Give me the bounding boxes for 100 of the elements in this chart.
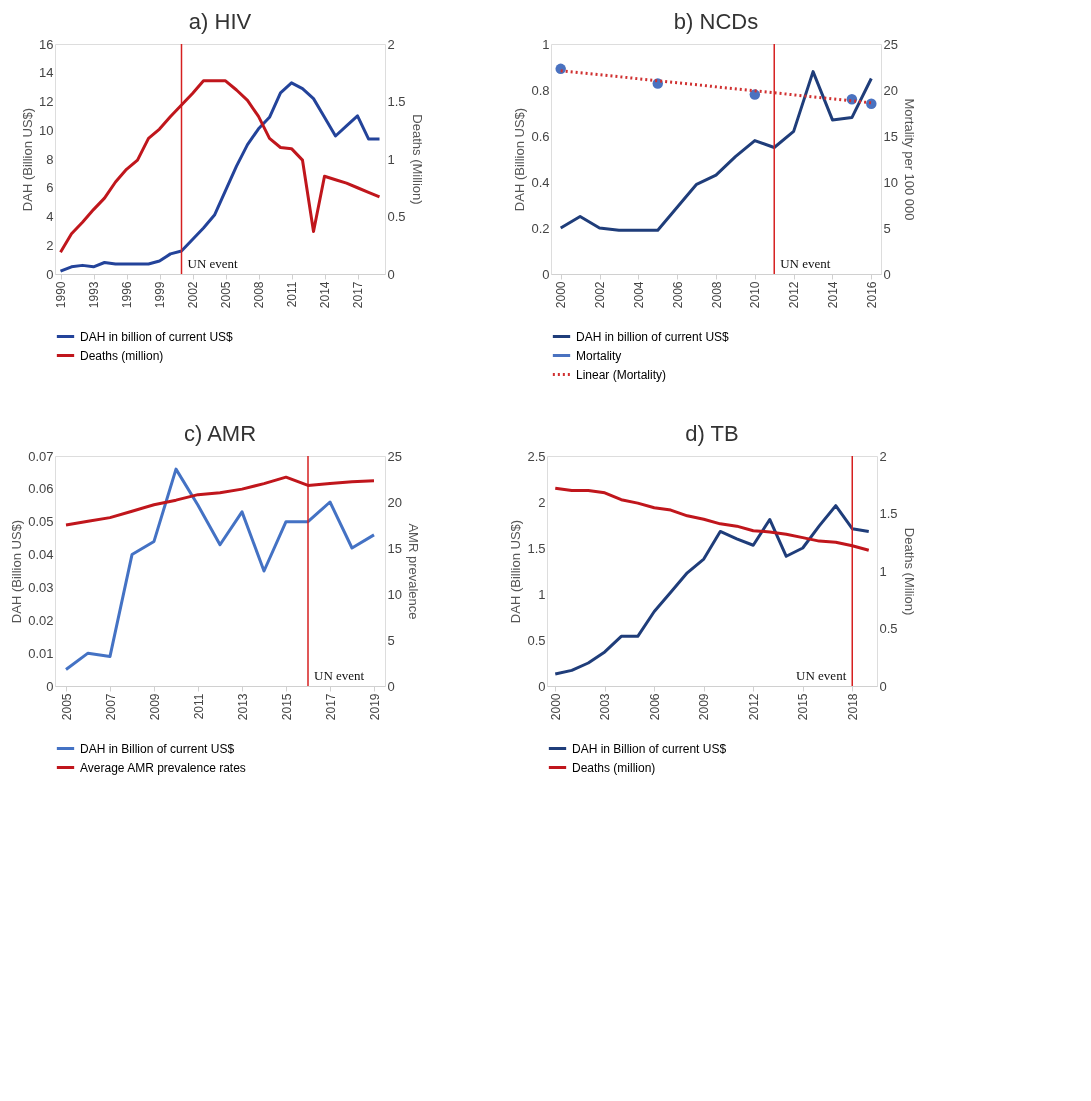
y2-tick-label: 10 [883,174,898,190]
y-tick-label: 2 [538,494,546,510]
x-tick-label: 2004 [631,281,646,309]
y-tick-label: 1.5 [527,540,546,556]
x-tick-label: 2017 [351,281,365,309]
line-series [553,486,871,552]
y-tick-label: 14 [39,65,54,81]
x-tick-label: 1999 [153,281,167,309]
y-tick-label: 0 [538,678,546,694]
x-tick-label: 2013 [235,693,250,721]
x-tick-label: 2000 [548,693,563,721]
y2-axis-title: Mortality per 100 000 [901,98,917,221]
y-tick-label: 0.2 [531,220,550,236]
line-series [64,467,376,672]
y-tick-label: 0.07 [28,448,54,464]
x-tick-label: 2012 [746,693,761,721]
ref-line-label: UN event [187,256,239,271]
y2-tick-label: 15 [387,540,402,556]
legend-label: DAH in Billion of current US$ [572,741,727,756]
y-tick-label: 0 [542,266,550,282]
y2-tick-label: 0 [387,266,395,282]
y2-tick-label: 0 [387,678,395,694]
y-tick-label: 0.04 [28,547,54,563]
y-tick-label: 0.02 [28,612,54,628]
x-tick-label: 2007 [103,693,118,721]
ref-line-label: UN event [796,668,847,683]
y2-tick-label: 1.5 [387,94,406,109]
x-tick-label: 2010 [748,281,763,309]
x-tick-label: 2005 [59,693,74,721]
legend-label: DAH in billion of current US$ [80,329,234,344]
y2-tick-label: 25 [387,448,402,464]
y-tick-label: 10 [39,122,54,138]
x-tick-label: 2006 [670,281,685,309]
x-tick-label: 2011 [191,693,206,720]
line-series [64,475,376,527]
x-tick-label: 2002 [593,281,608,309]
y2-tick-label: 2 [387,36,395,52]
x-tick-label: 2011 [285,281,299,308]
x-tick-label: 2000 [554,281,569,309]
y-tick-label: 0 [46,678,54,694]
x-tick-label: 2009 [697,693,712,721]
x-tick-label: 2006 [647,693,662,721]
x-tick-label: 2017 [323,693,338,721]
x-tick-label: 1993 [87,281,101,309]
y2-tick-label: 0 [883,266,891,282]
legend-label: DAH in billion of current US$ [576,329,730,344]
x-tick-label: 2016 [864,281,879,309]
y-tick-label: 1 [542,36,550,52]
y2-tick-label: 20 [883,82,898,98]
legend-label: Mortality [576,348,622,363]
x-tick-label: 2015 [279,693,294,721]
y-tick-label: 0.03 [28,579,54,595]
y2-tick-label: 2 [879,448,887,464]
y-tick-label: 4 [46,209,54,224]
y-tick-label: 12 [39,94,54,109]
x-tick-label: 2002 [186,281,200,309]
y-axis-title: DAH (Billion US$) [508,519,524,624]
x-tick-label: 2005 [219,281,233,309]
y2-tick-label: 5 [883,220,891,236]
x-tick-label: 2003 [598,693,613,721]
y2-tick-label: 1.5 [879,506,898,521]
x-tick-label: 2018 [845,693,860,721]
chart-title: a) HIV [188,9,252,34]
line-series [559,70,873,232]
legend-label: Deaths (million) [80,348,164,363]
y-tick-label: 16 [39,36,54,52]
y-axis-title: DAH (Billion US$) [20,107,36,212]
ref-line-label: UN event [314,668,365,683]
y2-tick-label: 25 [883,36,898,52]
y2-axis-title: AMR prevalence [405,523,421,620]
y-tick-label: 0.06 [28,481,54,497]
x-tick-label: 2008 [709,281,724,309]
y-tick-label: 0.6 [531,128,550,144]
legend-label: Linear (Mortality) [576,367,667,382]
y-axis-title: DAH (Billion US$) [512,107,528,212]
legend-label: Deaths (million) [572,760,656,775]
y2-axis-title: Deaths (Million) [409,114,425,205]
x-tick-label: 2012 [787,281,802,309]
y-tick-label: 0 [46,266,54,282]
y-tick-label: 8 [46,151,54,167]
y2-tick-label: 10 [387,586,402,602]
ref-line-label: UN event [780,256,831,271]
y2-tick-label: 1 [387,151,395,167]
y-tick-label: 0.01 [28,645,54,661]
y-tick-label: 2.5 [527,448,546,464]
y-axis-title: DAH (Billion US$) [9,519,25,624]
y2-tick-label: 0.5 [387,209,406,224]
chart-title: c) AMR [183,421,257,446]
y-tick-label: 6 [46,180,54,196]
y-tick-label: 0.8 [531,82,550,98]
x-tick-label: 2008 [252,281,266,309]
x-tick-label: 2015 [796,693,811,721]
legend-label: DAH in Billion of current US$ [80,741,235,756]
y2-tick-label: 5 [387,632,395,648]
y2-axis-title: Deaths (Milion) [901,527,917,616]
y2-tick-label: 20 [387,494,402,510]
x-tick-label: 1996 [120,281,134,309]
point [866,98,877,110]
chart-title: d) TB [685,421,739,446]
chart-title: b) NCDs [673,9,759,34]
